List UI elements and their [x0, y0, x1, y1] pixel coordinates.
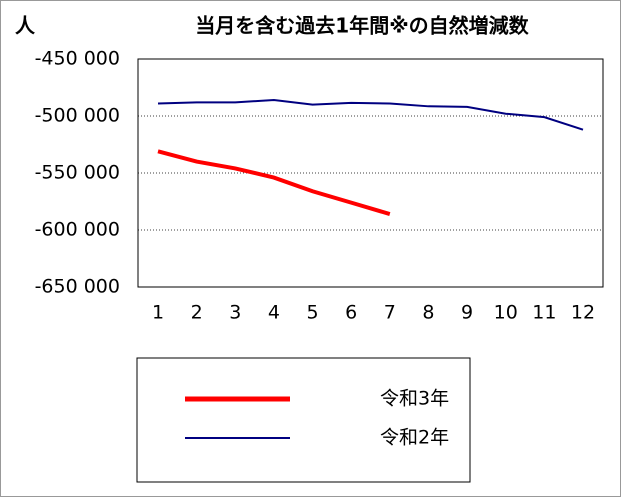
x-tick-label: 6 — [345, 302, 357, 324]
series-line — [157, 99, 584, 131]
legend-label: 令和3年 — [380, 388, 449, 410]
y-tick-label: -500 000 — [35, 105, 120, 127]
y-tick-label: -550 000 — [35, 162, 120, 184]
legend — [136, 357, 471, 483]
x-tick-label: 1 — [152, 302, 164, 324]
x-tick-label: 9 — [461, 302, 473, 324]
x-tick-label: 12 — [571, 302, 595, 324]
y-axis-label: 人 — [15, 14, 36, 38]
x-tick-label: 5 — [306, 302, 318, 324]
y-tick-label: -650 000 — [35, 276, 120, 298]
chart-title: 当月を含む過去1年間※の自然増減数 — [195, 14, 529, 38]
x-tick-label: 10 — [494, 302, 518, 324]
x-tick-label: 4 — [268, 302, 280, 324]
x-tick-label: 11 — [532, 302, 556, 324]
legend-label: 令和2年 — [380, 427, 449, 449]
x-tick-label: 7 — [384, 302, 396, 324]
x-tick-label: 2 — [191, 302, 203, 324]
series-line — [157, 149, 391, 216]
x-tick-label: 3 — [229, 302, 241, 324]
y-tick-label: -600 000 — [35, 219, 120, 241]
x-tick-label: 8 — [422, 302, 434, 324]
y-tick-label: -450 000 — [35, 48, 120, 70]
